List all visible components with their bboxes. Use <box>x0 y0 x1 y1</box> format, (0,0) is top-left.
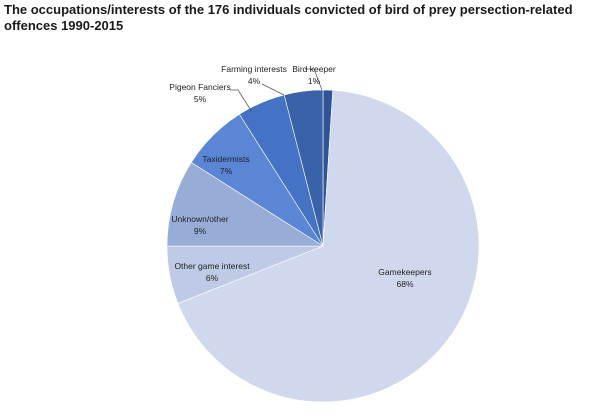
slice-label: Bird keeper <box>292 64 336 74</box>
slice-labels: Bird keeper 1% Gamekeepers 68% Other game in… <box>169 64 431 289</box>
slice-label: Farming interests <box>221 64 287 74</box>
slice-value-label: 7% <box>220 166 233 176</box>
slice-label: Other game interest <box>174 261 250 271</box>
leader-line <box>230 89 253 113</box>
leader-line <box>305 68 323 91</box>
slice-label: Pigeon Fanciers <box>169 82 230 92</box>
pie-slice-gamekeepers <box>177 89 480 403</box>
pie-slice-unknown-other <box>166 161 325 247</box>
slice-value-label: 68% <box>396 279 413 289</box>
slice-value-label: 5% <box>194 94 207 104</box>
slice-label: Taxidermists <box>202 154 249 164</box>
leader-line <box>261 83 285 96</box>
slice-value-label: 4% <box>248 76 261 86</box>
pie-slices <box>166 89 480 403</box>
slice-value-label: 6% <box>206 273 219 283</box>
pie-slice-farming-interests <box>283 89 324 247</box>
chart-title: The occupations/interests of the 176 ind… <box>4 2 573 33</box>
slice-value-label: 9% <box>194 226 207 236</box>
leader-lines <box>230 68 323 113</box>
slice-value-label: 1% <box>308 76 321 86</box>
slice-label: Unknown/other <box>171 214 228 224</box>
slice-label: Gamekeepers <box>378 267 431 277</box>
